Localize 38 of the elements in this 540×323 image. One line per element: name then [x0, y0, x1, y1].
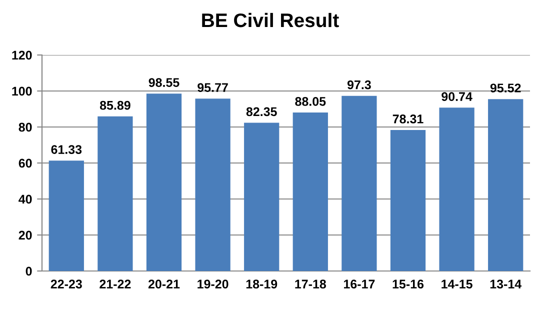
- bar: [390, 130, 426, 271]
- bar: [98, 116, 133, 271]
- data-label: 85.89: [100, 100, 130, 110]
- x-tick-label: 16-17: [344, 280, 375, 289]
- bar: [244, 122, 280, 271]
- y-tick-label: 100: [12, 86, 32, 96]
- bar: [439, 108, 474, 271]
- bar: [146, 94, 182, 271]
- x-tick-label: 21-22: [100, 280, 131, 288]
- y-tick-label: 60: [18, 158, 32, 168]
- data-label: 82.35: [246, 107, 277, 116]
- data-label: 95.77: [198, 83, 228, 92]
- data-label: 90.74: [442, 92, 472, 102]
- x-tick-label: 20-21: [148, 280, 180, 289]
- x-tick-label: 13-14: [490, 280, 522, 289]
- bar: [292, 112, 328, 271]
- data-label: 97.3: [347, 80, 371, 90]
- bar: [342, 96, 377, 271]
- x-tick-label: 17-18: [295, 280, 326, 289]
- data-label: 88.05: [295, 97, 326, 106]
- x-tick-label: 19-20: [198, 280, 228, 289]
- x-tick-label: 18-19: [246, 280, 278, 289]
- data-label: 95.52: [490, 84, 521, 92]
- bar: [48, 160, 84, 271]
- x-tick-label: 14-15: [442, 280, 472, 289]
- y-tick-label: 0: [26, 266, 32, 276]
- chart-title: BE Civil Result: [202, 12, 339, 28]
- y-tick-label: 120: [12, 50, 32, 60]
- x-tick-label: 22-23: [50, 280, 82, 289]
- bar: [488, 99, 524, 271]
- data-label: 98.55: [148, 78, 180, 87]
- data-label: 78.31: [392, 114, 424, 124]
- data-label: 61.33: [51, 145, 82, 154]
- bar: [195, 98, 230, 271]
- y-tick-label: 40: [18, 194, 32, 204]
- y-tick-label: 80: [18, 122, 32, 132]
- y-tick-label: 20: [18, 230, 32, 240]
- x-tick-label: 15-16: [392, 280, 424, 289]
